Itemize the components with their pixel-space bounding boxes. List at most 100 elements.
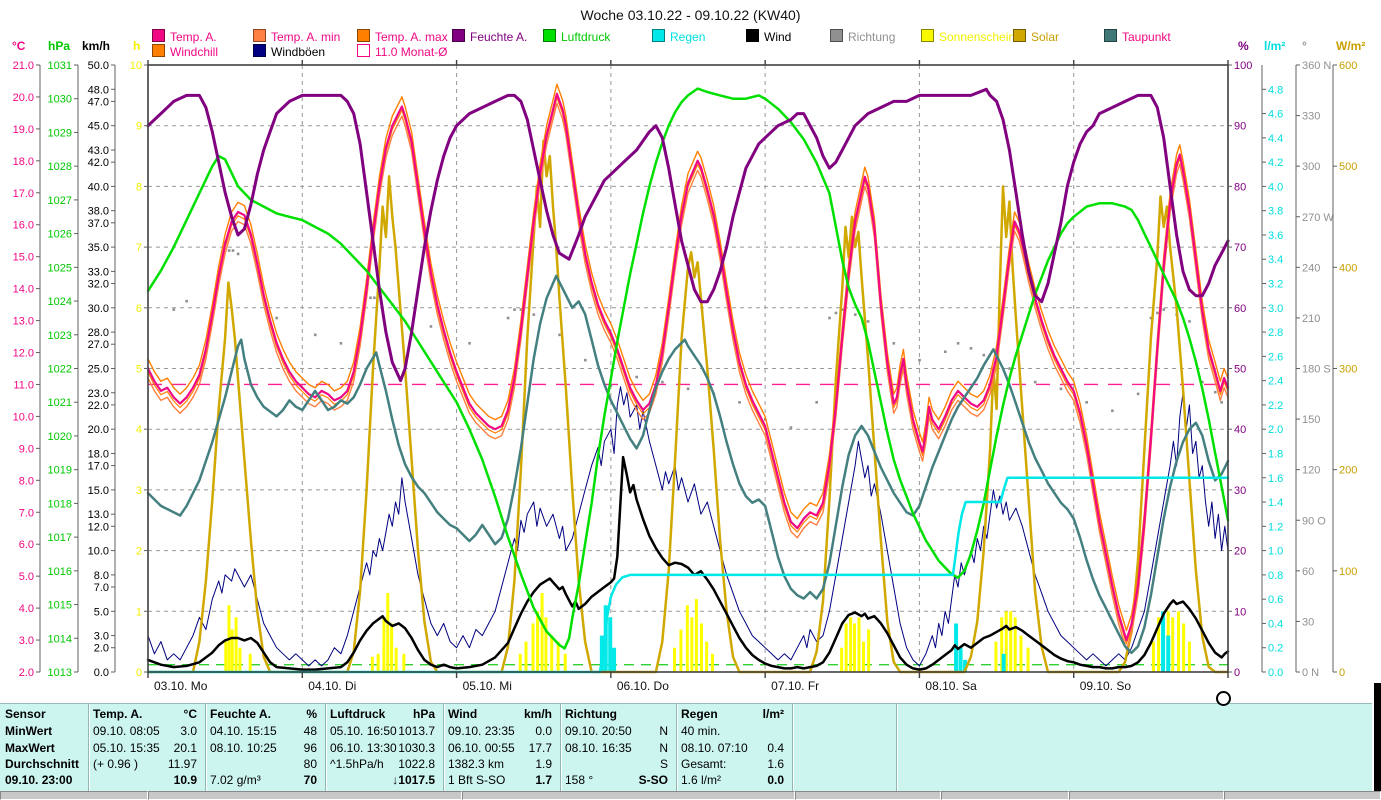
axis-label-lm2: 4.8 bbox=[1268, 84, 1283, 96]
axis-label-temp: 16.0 bbox=[13, 220, 34, 232]
direction-dot bbox=[506, 316, 510, 320]
legend-label: Temp. A. min bbox=[271, 30, 341, 44]
legend-swatch-icon bbox=[152, 44, 165, 57]
table-cell: 08.10. 16:35 bbox=[565, 741, 632, 755]
axis-label-hpa: 1023 bbox=[48, 330, 72, 342]
table-cell: 1.9 bbox=[535, 757, 552, 771]
direction-dot bbox=[943, 350, 947, 354]
table-cell: hPa bbox=[412, 707, 435, 721]
axis-label-temp: 21.0 bbox=[13, 60, 34, 72]
axis-label-pct: 100 bbox=[1234, 60, 1252, 72]
axis-label-kmh: 38.0 bbox=[88, 206, 109, 218]
axis-label-temp: 20.0 bbox=[13, 92, 34, 104]
direction-dot bbox=[815, 401, 818, 404]
table-cell: 08.10. 10:25 bbox=[210, 741, 277, 755]
direction-dot bbox=[1156, 311, 1159, 315]
table-cell: N bbox=[659, 724, 668, 738]
axis-label-deg: 240 bbox=[1302, 262, 1320, 274]
axis-label-deg: 120 bbox=[1302, 465, 1320, 477]
direction-dot bbox=[429, 325, 433, 328]
axis-label-lm2: 3.4 bbox=[1268, 254, 1283, 266]
series-wind bbox=[146, 455, 1230, 671]
axis-label-pct: 60 bbox=[1234, 303, 1246, 315]
table-cell: Sensor bbox=[5, 707, 46, 721]
axis-label-h: 7 bbox=[136, 242, 142, 254]
direction-dot bbox=[373, 296, 376, 300]
axis-label-deg: 30 bbox=[1302, 616, 1314, 628]
axis-label-lm2: 1.0 bbox=[1268, 546, 1283, 558]
table-cell: 09.10. 23:00 bbox=[5, 773, 73, 787]
table-cell: S-SO bbox=[638, 773, 668, 787]
axis-label-pct: 40 bbox=[1234, 424, 1246, 436]
axis-label-h: 1 bbox=[136, 606, 142, 618]
axis-label-lm2: 3.2 bbox=[1268, 279, 1283, 291]
axis-label-hpa: 1016 bbox=[48, 566, 72, 578]
axis-label-kmh: 35.0 bbox=[88, 242, 109, 254]
axis-label-lm2: 1.8 bbox=[1268, 448, 1283, 460]
direction-dot bbox=[231, 249, 235, 252]
axis-label-kmh: 40.0 bbox=[88, 181, 109, 193]
table-cell: (+ 0.96 ) bbox=[93, 757, 139, 771]
axis-label-temp: 17.0 bbox=[13, 188, 34, 200]
axis-label-lm2: 2.8 bbox=[1268, 327, 1283, 339]
axis-label-lm2: 0.6 bbox=[1268, 594, 1283, 606]
axis-label-temp: 10.0 bbox=[13, 411, 34, 423]
legend-label: 11.0 Monat-Ø bbox=[375, 45, 448, 59]
status-segment-4 bbox=[941, 791, 1069, 800]
table-cell: 05.10. 16:50 bbox=[330, 724, 397, 738]
axis-label-kmh: 22.0 bbox=[88, 400, 109, 412]
table-cell: 04.10. 15:15 bbox=[210, 724, 277, 738]
axis-label-deg: 150 bbox=[1302, 414, 1320, 426]
direction-dot bbox=[738, 401, 741, 404]
table-cell: 158 ° bbox=[565, 773, 594, 787]
legend-item-luftdruck: Luftdruck bbox=[543, 29, 610, 44]
direction-dot bbox=[1220, 401, 1223, 404]
table-cell: 09.10. 23:35 bbox=[448, 724, 515, 738]
table-cell: 0.0 bbox=[535, 724, 552, 738]
axis-label-temp: 9.0 bbox=[19, 443, 34, 455]
table-cell: 1 Bft S-SO bbox=[448, 773, 506, 787]
axis-label-pct: 10 bbox=[1234, 606, 1246, 618]
axis-label-kmh: 10.0 bbox=[88, 546, 109, 558]
axis-label-pct: 20 bbox=[1234, 546, 1246, 558]
axis-label-kmh: 15.0 bbox=[88, 485, 109, 497]
axis-label-hpa: 1027 bbox=[48, 195, 72, 207]
direction-dot bbox=[468, 342, 471, 345]
axis-label-kmh: 45.0 bbox=[88, 121, 109, 133]
direction-dot bbox=[1188, 320, 1191, 323]
table-cell: 11.97 bbox=[167, 757, 197, 771]
axis-unit-pct: % bbox=[1238, 39, 1249, 53]
axis-label-hpa: 1014 bbox=[48, 633, 72, 645]
axis-label-deg: 330 bbox=[1302, 111, 1320, 123]
table-cell: Gesamt: bbox=[681, 757, 727, 771]
direction-dot bbox=[583, 358, 587, 362]
axis-label-hpa: 1024 bbox=[48, 296, 72, 308]
table-cell: 1382.3 km bbox=[448, 757, 505, 771]
axis-label-kmh: 0.0 bbox=[94, 667, 109, 679]
status-segment-0 bbox=[0, 791, 148, 800]
axis-label-hpa: 1021 bbox=[48, 397, 72, 409]
legend-item-taupunkt: Taupunkt bbox=[1104, 29, 1171, 44]
series-temp-a-max bbox=[147, 83, 1229, 632]
table-cell: 06.10. 13:30 bbox=[330, 741, 397, 755]
axis-label-h: 2 bbox=[136, 546, 142, 558]
axis-label-lm2: 4.2 bbox=[1268, 157, 1283, 169]
axis-label-hpa: 1028 bbox=[48, 161, 72, 173]
table-cell: MinWert bbox=[5, 724, 53, 738]
axis-label-pct: 0 bbox=[1234, 667, 1240, 679]
window-edge-strip bbox=[1374, 683, 1381, 791]
axis-label-kmh: 28.0 bbox=[88, 327, 109, 339]
table-cell: N bbox=[659, 741, 668, 755]
axis-label-h: 3 bbox=[136, 485, 142, 497]
direction-dot bbox=[1008, 367, 1011, 370]
axis-label-lm2: 0.8 bbox=[1268, 570, 1283, 582]
table-cell: 96 bbox=[303, 741, 317, 755]
direction-dot bbox=[1149, 316, 1153, 320]
series-taupunkt bbox=[146, 274, 1230, 655]
axis-unit-h: h bbox=[133, 39, 141, 53]
table-cell: 1.7 bbox=[535, 773, 552, 787]
direction-dot bbox=[1162, 308, 1166, 311]
table-cell: 09.10. 08:05 bbox=[93, 724, 160, 738]
legend-label: Windchill bbox=[170, 45, 219, 59]
axis-label-kmh: 23.0 bbox=[88, 388, 109, 400]
